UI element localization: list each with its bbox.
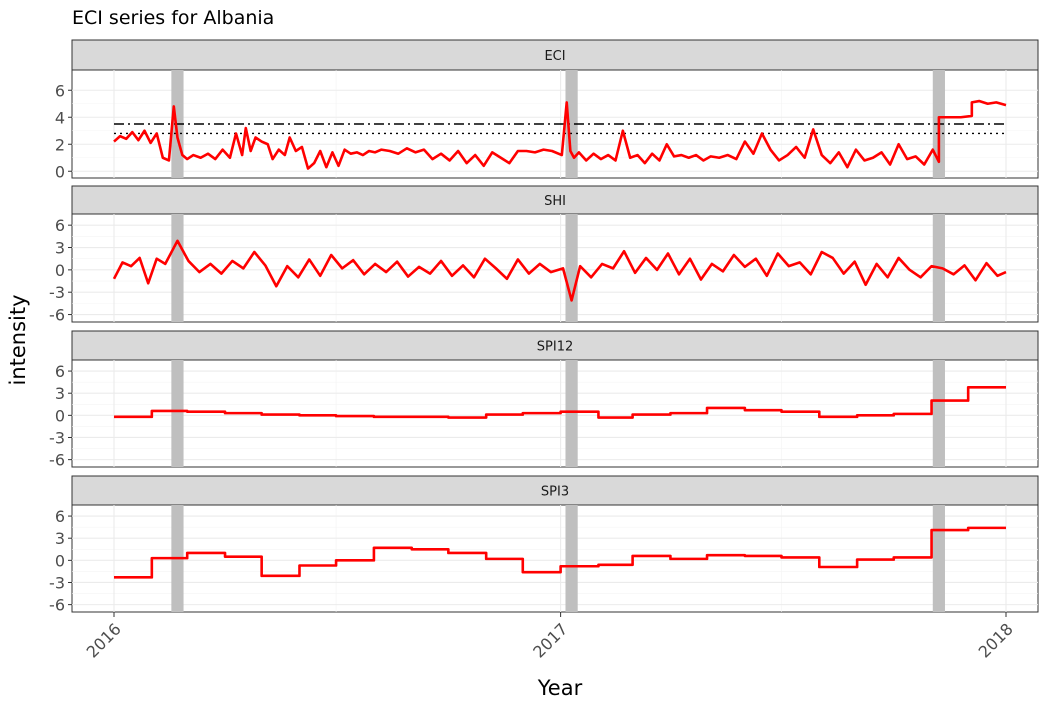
event-band xyxy=(565,70,578,178)
y-tick-label: 3 xyxy=(55,384,65,403)
panel-spi12: SPI12 -6 -3 0 3 6 xyxy=(49,330,1039,470)
y-tick-label: 6 xyxy=(55,216,65,235)
y-tick-label: -6 xyxy=(49,306,65,325)
event-band xyxy=(565,360,578,467)
y-tick-label: 6 xyxy=(55,362,65,381)
panels-group: ECI 0 2 4 6 SHI -6 -3 0 3 6 SPI12 -6 -3 0 3 6 SPI3 -6 -3 0 3 6 xyxy=(49,39,1039,615)
event-band xyxy=(171,360,184,467)
strip-spi12 xyxy=(71,330,1039,361)
y-tick-label: 3 xyxy=(55,529,65,548)
series-line-spi12 xyxy=(114,385,1006,419)
y-tick-label: -6 xyxy=(49,596,65,615)
event-band xyxy=(932,360,945,467)
y-tick-label: 6 xyxy=(55,507,65,526)
x-axis: 2016 2017 2018 xyxy=(83,612,1017,662)
x-axis-title: Year xyxy=(537,676,583,700)
strip-shi xyxy=(71,185,1039,215)
y-tick-label: 0 xyxy=(55,551,65,570)
event-band xyxy=(565,214,578,322)
event-band xyxy=(171,214,184,322)
x-tick-label: 2018 xyxy=(975,619,1017,661)
strip-label-shi: SHI xyxy=(544,194,566,209)
strip-spi3 xyxy=(71,475,1039,506)
series-line-spi3 xyxy=(114,526,1006,579)
y-tick-label: -3 xyxy=(49,573,65,592)
event-band xyxy=(932,505,945,612)
series-line-shi xyxy=(112,239,1007,302)
panel-eci: ECI 0 2 4 6 xyxy=(55,39,1039,181)
y-tick-label: 0 xyxy=(55,162,65,181)
panel-spi3: SPI3 -6 -3 0 3 6 xyxy=(49,475,1039,615)
x-tick-label: 2016 xyxy=(83,619,125,661)
y-axis-title: intensity xyxy=(6,294,30,385)
x-tick-label: 2017 xyxy=(529,619,571,661)
series-line-eci xyxy=(113,99,1007,170)
y-tick-label: 0 xyxy=(55,261,65,280)
y-tick-label: -3 xyxy=(49,283,65,302)
panel-background xyxy=(71,213,1039,323)
event-band xyxy=(565,505,578,612)
chart-title: ECI series for Albania xyxy=(72,7,274,29)
strip-label-spi12: SPI12 xyxy=(537,340,573,355)
y-tick-label: 3 xyxy=(55,239,65,258)
strip-label-spi3: SPI3 xyxy=(541,485,569,500)
y-tick-label: -6 xyxy=(49,451,65,470)
y-tick-label: -3 xyxy=(49,428,65,447)
strip-eci xyxy=(71,39,1039,71)
panel-shi: SHI -6 -3 0 3 6 xyxy=(49,185,1039,325)
y-tick-label: 0 xyxy=(55,406,65,425)
y-tick-label: 2 xyxy=(55,135,65,154)
y-tick-label: 4 xyxy=(55,108,65,127)
y-tick-label: 6 xyxy=(55,81,65,100)
strip-label-eci: ECI xyxy=(544,49,565,64)
